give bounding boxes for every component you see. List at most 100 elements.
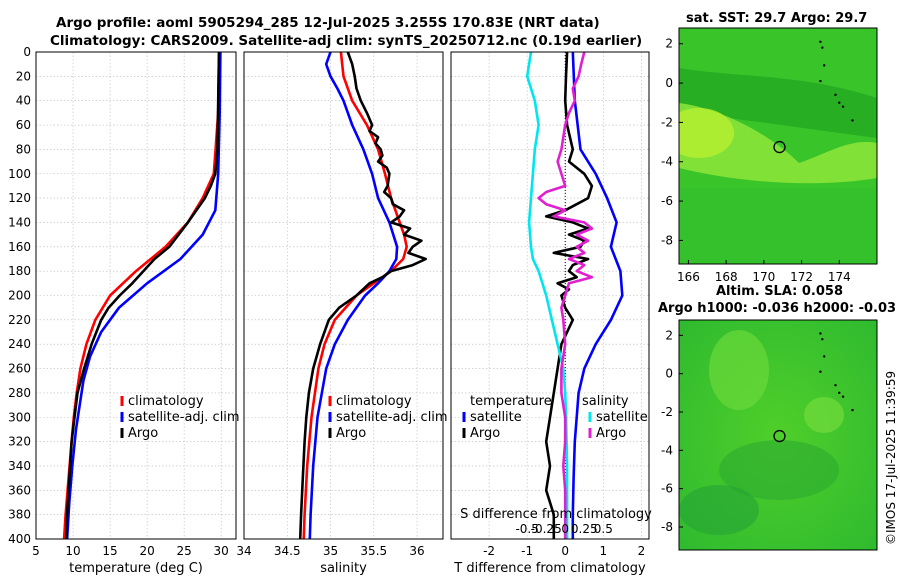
map-body xyxy=(679,28,877,264)
y-tick-label: 120 xyxy=(8,191,31,205)
y-tick-label: 2 xyxy=(665,37,673,51)
x-tick-label: 20 xyxy=(139,544,154,558)
x-tick-label: 168 xyxy=(715,270,738,284)
y-tick-label: 280 xyxy=(8,386,31,400)
legend-title-salinity: salinity xyxy=(582,394,629,409)
y-tick-label: 80 xyxy=(16,142,31,156)
legend-label: satellite xyxy=(470,410,522,425)
x-tick-label: 2 xyxy=(638,544,646,558)
y-tick-label: 0 xyxy=(23,45,31,59)
sst-map-title: sat. SST: 29.7 Argo: 29.7 xyxy=(686,11,868,26)
y-tick-label: 60 xyxy=(16,118,31,132)
x-tick-label: 35 xyxy=(323,544,338,558)
island-speck xyxy=(841,105,845,108)
series-argo xyxy=(65,51,221,540)
x-tick-label: 174 xyxy=(828,270,851,284)
y-tick-label: 360 xyxy=(8,483,31,497)
island-speck xyxy=(821,337,824,341)
map-warm-spot xyxy=(679,108,734,158)
y-tick-label: 0 xyxy=(665,367,673,381)
y-tick-label: -8 xyxy=(661,520,673,534)
island-speck xyxy=(851,119,854,122)
legend-label: satellite xyxy=(596,410,648,425)
y-tick-label: 140 xyxy=(8,215,31,229)
island-speck xyxy=(819,370,822,373)
y-tick-label: -4 xyxy=(661,443,673,457)
x-tick-label: 36 xyxy=(409,544,424,558)
x-tick-label: 15 xyxy=(102,544,117,558)
y-tick-label: 100 xyxy=(8,167,31,181)
y-tick-label: 340 xyxy=(8,459,31,473)
y-tick-label: -6 xyxy=(661,482,673,496)
x-axis-label: temperature (deg C) xyxy=(69,561,203,576)
x-tick-label: 25 xyxy=(177,544,192,558)
y-tick-label: 40 xyxy=(16,94,31,108)
panel-sla-map: 2 0 -2 -4 -6 -8 xyxy=(661,319,878,551)
x-tick-label: 30 xyxy=(214,544,229,558)
top-tick-label: 0.5 xyxy=(594,522,613,536)
legend-label: climatology xyxy=(336,394,412,409)
argo-position-marker xyxy=(773,140,786,154)
legend-label: Argo xyxy=(596,426,626,441)
y-tick-label: -8 xyxy=(661,233,673,247)
map-low-area xyxy=(679,485,759,535)
island-speck xyxy=(821,46,824,49)
island-speck xyxy=(823,64,826,67)
x-tick-label: 1 xyxy=(599,544,607,558)
legend-differences: temperaturesatelliteArgosalinitysatellit… xyxy=(460,394,652,536)
island-speck xyxy=(851,408,854,412)
x-tick-label: 34 xyxy=(236,544,251,558)
top-tick-label: 0 xyxy=(561,522,569,536)
y-tick-label: 320 xyxy=(8,435,31,449)
y-tick-label: 240 xyxy=(8,337,31,351)
map-body xyxy=(679,320,877,550)
island-speck xyxy=(819,40,822,43)
map-low-area xyxy=(719,440,839,500)
x-tick-label: 10 xyxy=(65,544,80,558)
x-tick-label: 34.5 xyxy=(274,544,301,558)
panel-temperature: 5 10 15 20 25 3002040608010012014016018020022… xyxy=(8,45,237,576)
series-salinity-argo xyxy=(537,51,594,539)
legend-label: satellite-adj. clim xyxy=(128,410,240,425)
y-tick-label: -6 xyxy=(661,194,673,208)
series-satellite-adj-clim xyxy=(65,51,222,540)
y-tick-label: 380 xyxy=(8,508,31,522)
series-argo xyxy=(298,51,428,540)
axes-frame xyxy=(450,51,650,540)
y-tick-label: 300 xyxy=(8,410,31,424)
island-speck xyxy=(819,332,822,335)
y-tick-label: 260 xyxy=(8,362,31,376)
y-tick-label: 160 xyxy=(8,240,31,254)
title-line-2: Climatology: CARS2009. Satellite-adj cli… xyxy=(50,33,643,49)
map-lower-area xyxy=(679,188,877,264)
x-tick-label: 170 xyxy=(752,270,775,284)
top-tick-label: 0.25 xyxy=(571,522,598,536)
top-axis-label: S difference from climatology xyxy=(460,507,652,522)
island-speck xyxy=(838,391,841,395)
island-speck xyxy=(834,383,837,387)
map-high-spot xyxy=(709,330,769,410)
panel-sst-map: 2 0 -2 -4 -6 -8 166 168 170 172 174 xyxy=(661,27,878,284)
series-temperature-argo xyxy=(544,51,594,539)
y-tick-label: 20 xyxy=(16,69,31,83)
axes-frame xyxy=(243,51,444,540)
sla-map-subtitle: Argo h1000: -0.036 h2000: -0.03 xyxy=(658,301,897,316)
title-line-1: Argo profile: aoml 5905294_285 12-Jul-20… xyxy=(56,15,600,31)
y-tick-label: 400 xyxy=(8,532,31,546)
legend-label: climatology xyxy=(128,394,204,409)
axes-frame xyxy=(35,51,237,540)
y-tick-label: 200 xyxy=(8,289,31,303)
legend-label: Argo xyxy=(470,426,500,441)
series-temperature-satellite xyxy=(571,51,624,539)
y-tick-label: -2 xyxy=(661,115,673,129)
map-frame xyxy=(678,27,878,265)
argo-position-marker xyxy=(773,429,786,443)
top-tick-label: -0.25 xyxy=(531,522,562,536)
y-tick-label: -2 xyxy=(661,405,673,419)
x-tick-label: 35.5 xyxy=(360,544,387,558)
top-tick-label: -0.5 xyxy=(515,522,538,536)
y-tick-label: 0 xyxy=(665,76,673,90)
y-tick-label: 180 xyxy=(8,264,31,278)
